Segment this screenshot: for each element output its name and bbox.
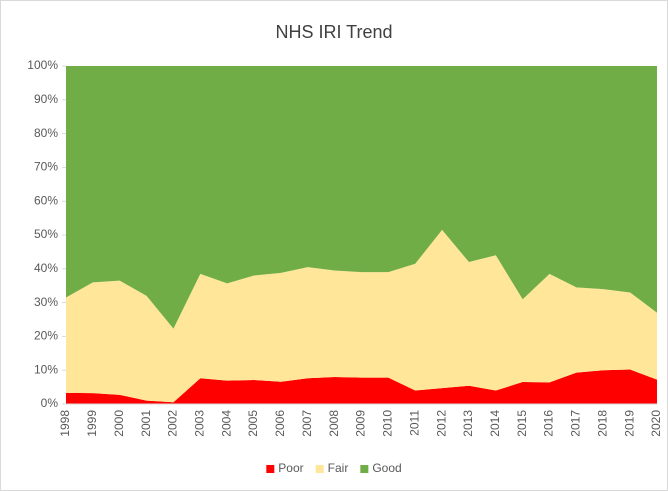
y-tick-label: 70% <box>34 160 58 174</box>
x-tick-label: 2013 <box>461 410 475 437</box>
y-tick-label: 0% <box>41 396 59 410</box>
x-tick-label: 2016 <box>542 410 556 437</box>
y-tick-label: 20% <box>34 329 58 343</box>
x-tick-label: 2011 <box>407 410 421 436</box>
y-tick-label: 100% <box>27 58 58 72</box>
x-tick-label: 2005 <box>246 410 260 437</box>
area <box>66 66 657 329</box>
x-tick-label: 1998 <box>58 410 72 437</box>
x-tick-label: 2004 <box>219 410 233 437</box>
x-tick-label: 2003 <box>192 410 206 437</box>
x-tick-label: 1999 <box>85 410 99 437</box>
x-tick-label: 2001 <box>139 410 153 437</box>
y-tick-label: 10% <box>34 362 58 376</box>
y-tick-label: 90% <box>34 92 58 106</box>
x-tick-label: 2014 <box>488 410 502 437</box>
x-tick-label: 2018 <box>595 410 609 437</box>
legend-swatch <box>266 465 275 473</box>
legend-label: Poor <box>278 461 303 475</box>
area <box>66 369 657 404</box>
legend-swatch <box>360 465 369 473</box>
x-tick-label: 2007 <box>300 410 314 437</box>
legend-swatch <box>315 465 324 473</box>
x-tick-label: 2009 <box>354 410 368 437</box>
x-tick-label: 2012 <box>434 410 448 437</box>
y-tick-label: 60% <box>34 193 58 207</box>
x-tick-label: 2006 <box>273 410 287 437</box>
x-tick-label: 2002 <box>166 410 180 437</box>
y-tick-label: 50% <box>34 227 58 241</box>
x-tick-label: 2020 <box>649 410 663 437</box>
chart-title: NHS IRI Trend <box>275 22 392 42</box>
legend-label: Good <box>372 461 401 475</box>
x-tick-label: 2015 <box>515 410 529 437</box>
x-tick-label: 2008 <box>327 410 341 437</box>
x-tick-label: 2017 <box>569 410 583 437</box>
legend: Poor Fair Good <box>266 461 402 475</box>
x-tick-label: 2010 <box>381 410 395 437</box>
x-tick-label: 2019 <box>622 410 636 437</box>
y-tick-label: 80% <box>34 126 58 140</box>
y-tick-label: 30% <box>34 295 58 309</box>
legend-label: Fair <box>328 461 349 475</box>
area <box>66 229 657 403</box>
y-tick-label: 40% <box>34 261 58 275</box>
x-tick-label: 2000 <box>112 410 126 437</box>
